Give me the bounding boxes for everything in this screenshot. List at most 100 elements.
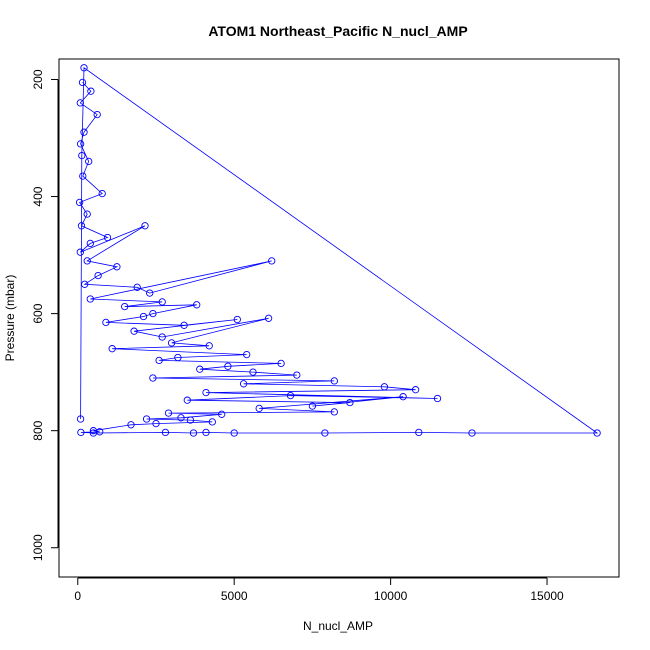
data-point	[164, 409, 173, 417]
data-point	[433, 394, 442, 403]
x-axis: 0 5000 10000 15000	[74, 577, 564, 603]
y-tick-label: 400	[31, 186, 45, 206]
data-point	[174, 353, 182, 362]
data-point	[77, 428, 85, 437]
data-point	[177, 414, 185, 422]
data-point	[202, 428, 210, 437]
data-point	[293, 371, 301, 379]
plot-frame	[58, 58, 620, 578]
data-point	[264, 314, 273, 322]
data-point	[205, 342, 213, 350]
data-point	[330, 408, 338, 416]
y-tick-label: 600	[31, 303, 45, 323]
data-point	[593, 429, 601, 437]
data-point	[183, 396, 191, 404]
data-point	[346, 398, 354, 407]
data-point	[399, 393, 407, 401]
data-point	[415, 428, 423, 437]
data-point	[149, 374, 157, 382]
data-point	[76, 415, 85, 423]
data-point	[380, 383, 389, 391]
data-point	[330, 377, 338, 385]
data-point	[268, 257, 276, 265]
data-point	[78, 78, 87, 87]
data-point	[167, 339, 176, 347]
data-point	[193, 301, 201, 309]
data-point	[121, 302, 129, 311]
y-tick-label: 200	[31, 69, 45, 89]
data-point	[86, 239, 94, 248]
data-point	[286, 391, 295, 400]
data-point	[161, 428, 170, 437]
data-point	[93, 110, 101, 119]
series-line	[78, 67, 599, 434]
data-point	[83, 257, 91, 265]
data-point	[208, 418, 216, 426]
x-tick-label: 10000	[374, 589, 408, 603]
data-point	[77, 222, 86, 230]
data-point	[94, 271, 102, 280]
x-tick-label: 5000	[221, 589, 248, 603]
data-point	[180, 321, 188, 329]
data-point	[80, 64, 88, 72]
data-point	[224, 362, 232, 370]
data-point	[233, 315, 241, 324]
data-point	[186, 416, 195, 424]
data-point	[468, 429, 476, 437]
data-point	[230, 429, 238, 437]
chart-title: ATOM1 Northeast_Pacific N_nucl_AMP	[208, 23, 467, 39]
data-point	[98, 189, 106, 198]
data-point	[142, 415, 151, 423]
data-point	[158, 298, 166, 306]
data-point	[277, 359, 285, 368]
data-point	[155, 356, 163, 365]
data-point	[218, 410, 226, 418]
y-axis-label: Pressure (mbar)	[3, 275, 17, 362]
data-point	[75, 198, 84, 207]
data-point	[87, 87, 95, 95]
y-tick-label: 1000	[31, 534, 45, 561]
data-point	[108, 345, 116, 353]
data-point	[146, 289, 154, 297]
data-point	[196, 365, 204, 373]
data-point	[141, 222, 149, 230]
data-point	[86, 295, 94, 303]
data-point	[83, 210, 91, 218]
data-point	[81, 280, 89, 288]
data-point	[76, 99, 84, 107]
data-point	[79, 172, 87, 180]
data-point	[139, 312, 148, 321]
data-point	[239, 380, 248, 388]
data-point	[308, 402, 317, 410]
data-point	[130, 327, 138, 335]
data-point	[189, 429, 198, 437]
x-tick-label: 0	[74, 589, 81, 603]
data-point	[85, 157, 93, 166]
data-point	[152, 419, 160, 428]
data-point	[78, 151, 86, 160]
x-axis-label: N_nucl_AMP	[303, 619, 373, 633]
data-point	[80, 128, 88, 136]
data-point	[411, 386, 420, 394]
data-point	[202, 388, 210, 397]
data-point	[127, 421, 135, 429]
data-point	[76, 248, 84, 256]
plot-area	[75, 64, 601, 437]
x-tick-label: 15000	[530, 589, 564, 603]
data-point	[149, 309, 157, 318]
data-point	[113, 263, 121, 271]
data-point	[158, 333, 166, 341]
data-point	[249, 368, 257, 376]
data-point	[102, 318, 110, 327]
data-point	[255, 404, 263, 413]
data-point	[89, 429, 98, 437]
data-point	[76, 140, 85, 148]
data-point	[133, 283, 141, 291]
y-tick-label: 800	[31, 420, 45, 440]
y-axis: 200 400 600 800 1000	[31, 69, 59, 561]
data-point	[103, 233, 112, 242]
data-point	[243, 350, 251, 359]
data-point	[321, 429, 329, 437]
